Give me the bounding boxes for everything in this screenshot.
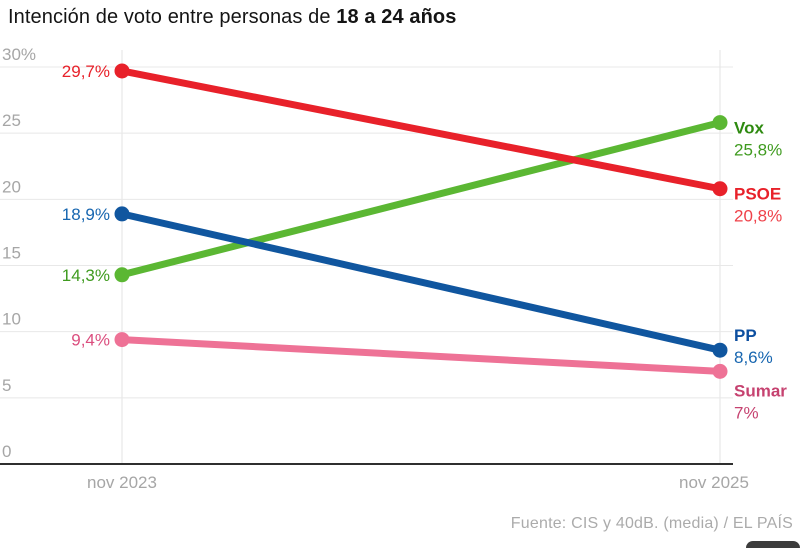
x-tick-label-0: nov 2023 <box>87 473 157 492</box>
series-dot-end-Vox <box>712 115 728 131</box>
end-value-label-Vox: 25,8% <box>734 141 782 160</box>
y-tick-label-0: 0 <box>2 442 11 461</box>
series-dot-end-PP <box>712 342 728 358</box>
end-value-label-Sumar: 7% <box>734 403 759 422</box>
series-dot-start-PSOE <box>114 63 130 79</box>
series-dot-end-Sumar <box>712 363 728 379</box>
series-name-label-Vox: Vox <box>734 119 764 138</box>
y-tick-label-15: 15 <box>2 244 21 263</box>
series-dot-start-PP <box>114 206 130 222</box>
end-value-label-PP: 8,6% <box>734 348 773 367</box>
series-line-Sumar <box>118 336 724 375</box>
chart-title: Intención de voto entre personas de 18 a… <box>8 6 456 29</box>
start-value-label-PP: 18,9% <box>62 205 110 224</box>
start-value-label-Vox: 14,3% <box>62 266 110 285</box>
end-value-label-PSOE: 20,8% <box>734 207 782 226</box>
y-tick-label-20: 20 <box>2 177 21 196</box>
start-value-label-PSOE: 29,7% <box>62 62 110 81</box>
series-name-label-PSOE: PSOE <box>734 185 781 204</box>
series-name-label-Sumar: Sumar <box>734 381 787 400</box>
source-credit: Fuente: CIS y 40dB. (media) / EL PAÍS <box>510 515 793 532</box>
y-tick-label-30: 30% <box>2 45 36 64</box>
bottom-right-badge <box>746 541 800 548</box>
series-line-Vox <box>118 119 724 279</box>
chart-title-text: Intención de voto entre personas de <box>8 6 337 28</box>
series-line-PP <box>118 210 724 354</box>
series-dot-end-PSOE <box>712 181 728 197</box>
y-tick-label-25: 25 <box>2 111 21 130</box>
series-line-PSOE <box>118 67 724 193</box>
y-tick-label-5: 5 <box>2 376 11 395</box>
x-tick-label-1: nov 2025 <box>679 473 749 492</box>
y-tick-label-10: 10 <box>2 310 21 329</box>
series-dot-start-Vox <box>114 267 130 283</box>
series-dot-start-Sumar <box>114 332 130 348</box>
series-name-label-PP: PP <box>734 326 757 345</box>
chart-title-highlight: 18 a 24 años <box>336 6 457 28</box>
start-value-label-Sumar: 9,4% <box>71 331 110 350</box>
